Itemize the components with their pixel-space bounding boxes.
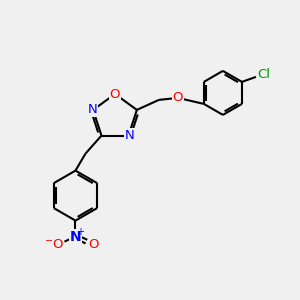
Text: +: +	[76, 226, 85, 237]
Text: O: O	[52, 238, 63, 251]
Text: N: N	[87, 103, 97, 116]
Text: Cl: Cl	[257, 68, 270, 81]
Text: N: N	[124, 129, 134, 142]
Text: O: O	[110, 88, 120, 100]
Text: O: O	[88, 238, 99, 251]
Text: −: −	[45, 236, 53, 246]
Text: O: O	[172, 92, 183, 104]
Text: N: N	[70, 230, 81, 244]
